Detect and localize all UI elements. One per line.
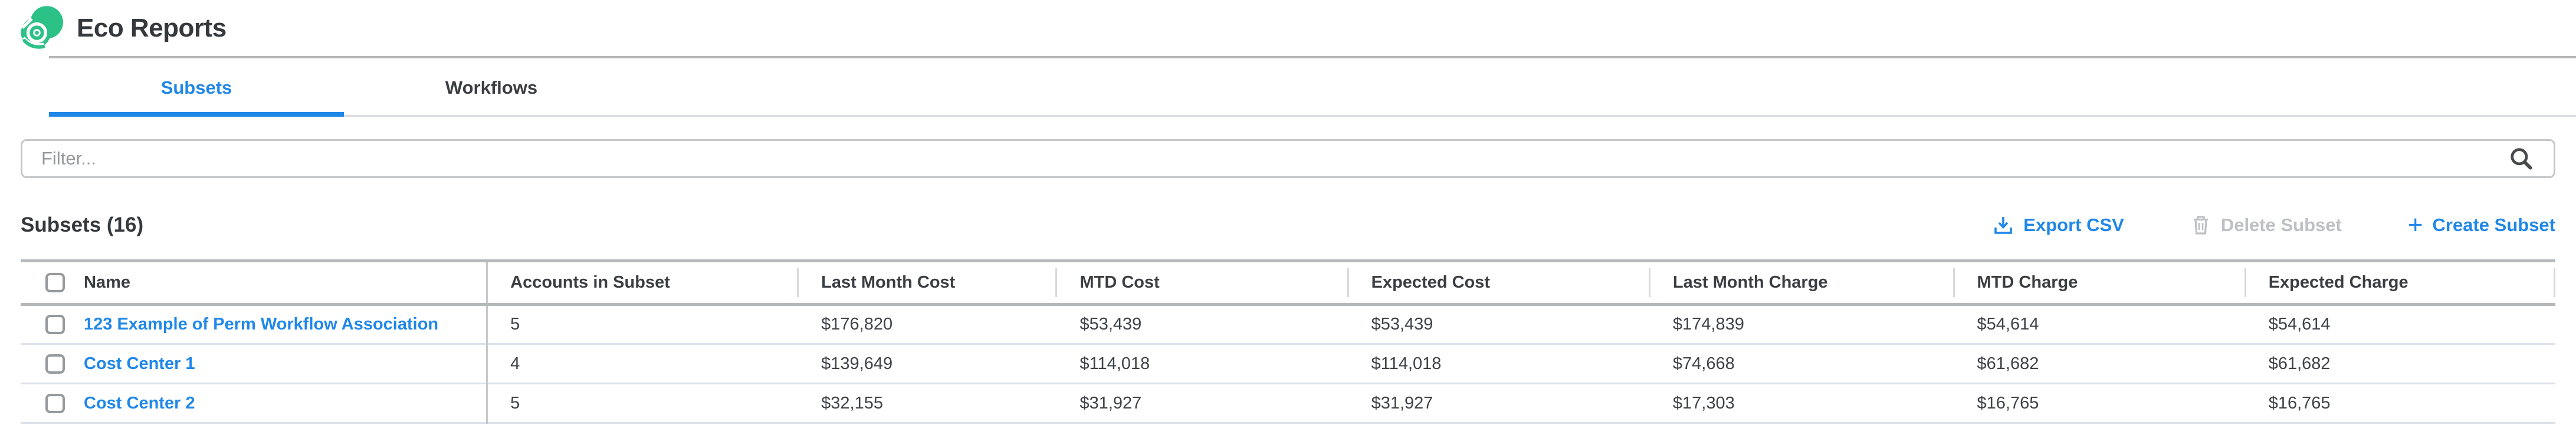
- table-cell: $31,927: [1079, 393, 1142, 413]
- table-cell: $174,839: [1672, 315, 1744, 334]
- export-csv-label: Export CSV: [2023, 215, 2124, 235]
- tab-subsets-label: Subsets: [160, 77, 232, 98]
- table-row: Cost Center 2 5 $32,155 $31,927 $31,927 $17,3…: [21, 383, 2555, 423]
- table-cell: $32,155: [821, 393, 883, 413]
- filter-input[interactable]: [40, 147, 2509, 170]
- export-csv-button[interactable]: Export CSV: [1993, 215, 2124, 236]
- header-divider: [49, 56, 2576, 58]
- table-cell: $53,439: [1079, 315, 1142, 334]
- table-cell: 5: [510, 315, 520, 334]
- toolbar-actions: Export CSV Delete Subset + Create Subset: [1993, 210, 2555, 239]
- column-header-last-month-charge: Last Month Charge: [1650, 261, 1955, 305]
- create-subset-button[interactable]: + Create Subset: [2407, 210, 2555, 239]
- download-icon: [1994, 217, 2013, 234]
- column-header-expected-charge: Expected Charge: [2246, 261, 2555, 305]
- row-checkbox[interactable]: [45, 315, 65, 334]
- subset-name-link[interactable]: Cost Center 2: [84, 393, 195, 413]
- table-cell: $176,820: [821, 315, 893, 334]
- tab-subsets[interactable]: Subsets: [49, 58, 344, 117]
- name-cell: Cost Center 2: [21, 383, 488, 423]
- column-header-label: Name: [84, 273, 130, 292]
- trash-icon: [2193, 216, 2208, 235]
- app-header: Eco Reports: [0, 0, 2576, 56]
- table-row: 123 Example of Perm Workflow Association…: [21, 304, 2555, 344]
- delete-subset-label: Delete Subset: [2220, 215, 2342, 235]
- table-cell: $54,614: [1977, 315, 2039, 334]
- column-header-expected-cost: Expected Cost: [1349, 261, 1650, 305]
- delete-subset-button[interactable]: Delete Subset: [2190, 215, 2342, 236]
- spot-swirl-icon: [21, 5, 63, 49]
- table-cell: $53,439: [1371, 315, 1433, 334]
- table-cell: $114,018: [1079, 354, 1150, 373]
- tab-workflows-label: Workflows: [445, 77, 538, 98]
- subsets-table: Name Accounts in Subset Last Month Cost MTD…: [21, 259, 2555, 424]
- table-header: Name Accounts in Subset Last Month Cost MTD…: [21, 261, 2555, 305]
- table-row: Cost Center 1 4 $139,649 $114,018 $114,018 $7…: [21, 344, 2555, 384]
- table-cell: $16,765: [2268, 393, 2331, 413]
- filter-box: [21, 139, 2555, 178]
- table-cell: $54,614: [2268, 315, 2331, 334]
- tab-workflows[interactable]: Workflows: [344, 58, 639, 117]
- row-checkbox[interactable]: [45, 393, 65, 413]
- column-header-mtd-charge: MTD Charge: [1955, 261, 2246, 305]
- section-title: Subsets (16): [21, 213, 144, 236]
- column-header-name: Name: [21, 261, 488, 305]
- subset-name-link[interactable]: 123 Example of Perm Workflow Association: [84, 315, 439, 334]
- subset-name-link[interactable]: Cost Center 1: [84, 354, 195, 373]
- table-cell: $61,682: [2268, 354, 2331, 373]
- table-cell: 4: [510, 354, 520, 373]
- table-cell: $61,682: [1977, 354, 2039, 373]
- table-cell: $31,927: [1371, 393, 1433, 413]
- table-cell: $74,668: [1672, 354, 1735, 373]
- create-subset-label: Create Subset: [2432, 215, 2555, 235]
- column-header-accounts-in-subset: Accounts in Subset: [487, 261, 799, 305]
- table-cell: $114,018: [1371, 354, 1442, 373]
- page-title: Eco Reports: [77, 13, 227, 42]
- name-cell: Cost Center 1: [21, 344, 488, 384]
- row-checkbox[interactable]: [45, 354, 65, 374]
- name-cell: 123 Example of Perm Workflow Association: [21, 304, 488, 344]
- column-header-mtd-cost: MTD Cost: [1057, 261, 1349, 305]
- content-area: Subsets (16) Export CSV: [0, 139, 2576, 424]
- table-cell: $139,649: [821, 354, 893, 373]
- column-header-last-month-cost: Last Month Cost: [799, 261, 1058, 305]
- plus-icon: +: [2407, 210, 2423, 239]
- table-cell: $16,765: [1977, 393, 2039, 413]
- table-cell: 5: [510, 393, 520, 413]
- select-all-checkbox[interactable]: [45, 273, 65, 292]
- subsets-toolbar: Subsets (16) Export CSV: [21, 212, 2555, 238]
- search-icon: [2511, 148, 2532, 170]
- tabbar: Subsets Workflows: [49, 58, 2576, 117]
- table-cell: $17,303: [1672, 393, 1735, 413]
